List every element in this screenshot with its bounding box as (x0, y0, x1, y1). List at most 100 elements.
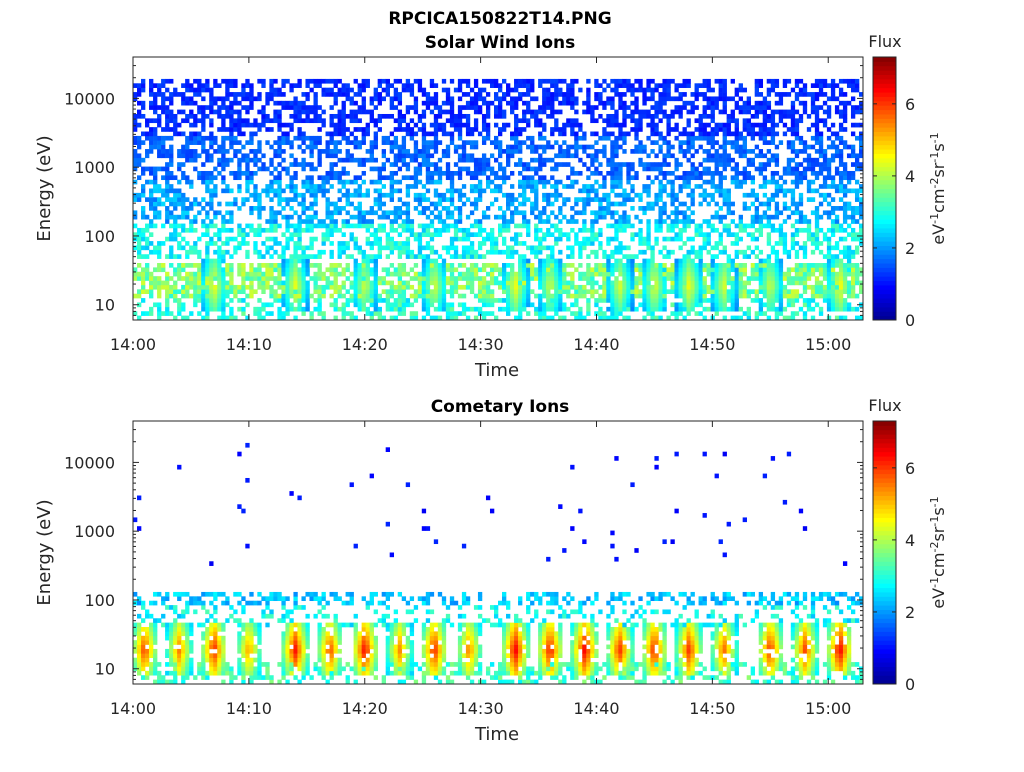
spectrogram-cell (365, 83, 370, 88)
spectrogram-cell (622, 118, 627, 124)
spectrogram-cell (722, 149, 727, 154)
spectrogram-cell (141, 280, 146, 286)
spectrogram-cell (353, 78, 358, 84)
spectrogram-cell (245, 271, 250, 277)
spectrogram-cell (325, 280, 330, 286)
spectrogram-cell (265, 96, 270, 102)
spectrogram-cell (293, 223, 298, 229)
spectrogram-cell (149, 197, 154, 202)
spectrogram-cell (345, 245, 350, 251)
figure-title: RPCICA150822T14.PNG (388, 9, 611, 29)
spectrogram-cell (678, 131, 683, 137)
spectrogram-cell (706, 267, 711, 273)
spectrogram-cell (514, 149, 519, 154)
spectrogram-cell (477, 192, 483, 198)
spectrogram-cell (197, 175, 202, 181)
spectrogram-cell (457, 96, 463, 102)
spectrogram-cell (357, 280, 362, 286)
spectrogram-cell (722, 276, 727, 281)
spectrogram-cell (654, 153, 659, 159)
spectrogram-cell (437, 166, 443, 172)
spectrogram-cell (622, 302, 627, 308)
spectrogram-cell (606, 223, 611, 229)
spectrogram-cell (542, 263, 547, 268)
spectrogram-cell (237, 170, 242, 176)
spectrogram-cell (750, 289, 755, 294)
spectrogram-cell (614, 249, 619, 255)
spectrogram-cell (578, 245, 583, 251)
spectrogram-cell (305, 284, 310, 290)
spectrogram-cell (498, 113, 503, 119)
spectrogram-cell (746, 315, 751, 321)
spectrogram-cell (401, 298, 407, 303)
spectrogram-cell (694, 223, 699, 229)
spectrogram-cell (622, 280, 627, 286)
spectrogram-cell (678, 109, 683, 115)
spectrogram-cell (754, 83, 760, 88)
spectrogram-cell (498, 232, 503, 238)
spectrogram-cell (161, 105, 166, 110)
spectrogram-cell (698, 276, 703, 281)
spectrogram-cell (385, 280, 390, 286)
spectrogram-cell (317, 135, 322, 141)
spectrogram-cell (405, 206, 411, 211)
spectrogram-cell (209, 201, 214, 207)
spectrogram-cell (165, 236, 170, 242)
spectrogram-cell (622, 223, 627, 229)
spectrogram-cell (498, 166, 503, 172)
spectrogram-cell (674, 271, 679, 277)
spectrogram-cell (345, 201, 350, 207)
spectrogram-cell (201, 232, 206, 238)
spectrogram-cell (273, 293, 278, 299)
spectrogram-cell (293, 96, 298, 102)
spectrogram-cell (473, 271, 479, 277)
spectrogram-cell (694, 284, 699, 290)
spectrogram-cell (249, 157, 254, 163)
spectrogram-cell (506, 280, 511, 286)
spectrogram-cell (357, 276, 362, 281)
spectrogram-cell (141, 276, 146, 281)
spectrogram-cell (481, 78, 487, 84)
spectrogram-cell (417, 87, 423, 93)
spectrogram-cell (421, 206, 427, 211)
spectrogram-cell (489, 188, 495, 194)
spectrogram-cell (245, 241, 250, 246)
spectrogram-cell (514, 223, 519, 229)
spectrogram-cell (762, 311, 768, 316)
spectrogram-cell (249, 96, 254, 102)
spectrogram-cell (518, 263, 523, 268)
spectrogram-cell (257, 144, 262, 150)
spectrogram-cell (137, 197, 142, 202)
spectrogram-cell (489, 311, 495, 316)
spectrogram-cell (746, 149, 751, 154)
spectrogram-cell (734, 315, 739, 321)
spectrogram-cell (141, 214, 146, 220)
spectrogram-cell (417, 166, 423, 172)
spectrogram-cell (209, 267, 214, 273)
spectrogram-cell (674, 197, 679, 202)
spectrogram-cell (341, 311, 346, 316)
spectrogram-cell (481, 87, 487, 93)
spectrogram-cell (149, 201, 154, 207)
spectrogram-cell (626, 170, 631, 176)
spectrogram-cell (642, 109, 647, 115)
spectrogram-cell (618, 100, 623, 106)
spectrogram-cell (461, 254, 467, 259)
spectrogram-cell (213, 149, 218, 154)
spectrogram-cell (658, 100, 663, 106)
spectrogram-cell (698, 289, 703, 294)
spectrogram-cell (145, 223, 150, 229)
spectrogram-cell (437, 232, 443, 238)
spectrogram-cell (694, 302, 699, 308)
spectrogram-cell (662, 284, 667, 290)
spectrogram-cell (554, 280, 559, 286)
spectrogram-cell (550, 245, 555, 251)
spectrogram-cell (433, 166, 439, 172)
spectrogram-cell (365, 293, 370, 299)
spectrogram-cell (506, 223, 511, 229)
spectrogram-cell (578, 311, 583, 316)
spectrogram-cell (758, 280, 764, 286)
spectrogram-cell (233, 284, 238, 290)
spectrogram-cell (149, 271, 154, 277)
spectrogram-cell (574, 315, 579, 321)
